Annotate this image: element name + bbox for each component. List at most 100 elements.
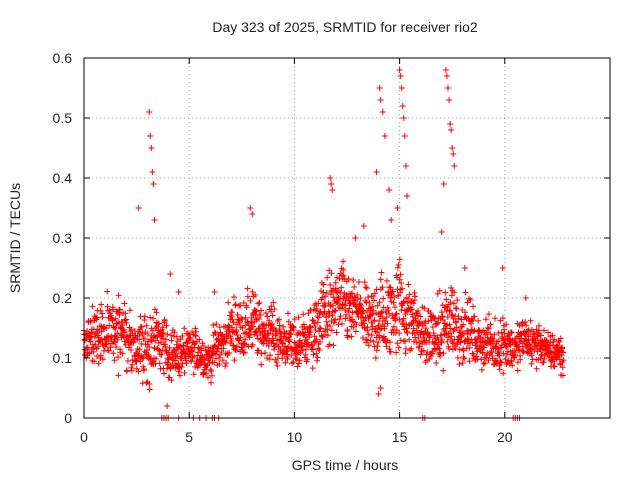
data-point bbox=[409, 311, 416, 318]
data-point bbox=[271, 306, 278, 313]
data-point bbox=[135, 368, 142, 375]
data-point bbox=[501, 339, 508, 346]
data-point bbox=[173, 333, 180, 340]
data-point bbox=[403, 328, 410, 335]
data-point bbox=[210, 322, 217, 329]
data-point bbox=[537, 332, 544, 339]
data-point bbox=[116, 306, 123, 313]
data-point bbox=[377, 97, 384, 103]
data-point bbox=[305, 334, 312, 341]
data-point bbox=[444, 85, 451, 91]
data-point bbox=[334, 300, 341, 307]
data-point bbox=[557, 335, 564, 342]
data-point bbox=[340, 272, 347, 279]
data-point bbox=[528, 352, 535, 359]
data-point bbox=[276, 322, 283, 329]
data-point bbox=[446, 330, 453, 337]
data-point bbox=[192, 325, 199, 332]
data-point bbox=[316, 324, 323, 331]
data-point bbox=[498, 344, 505, 351]
data-point bbox=[439, 336, 446, 343]
data-point bbox=[497, 317, 504, 324]
data-point bbox=[367, 307, 374, 314]
data-point bbox=[499, 315, 506, 322]
data-point bbox=[124, 357, 131, 364]
data-point bbox=[119, 350, 126, 357]
data-point bbox=[252, 328, 259, 335]
data-point bbox=[185, 330, 192, 337]
data-point bbox=[309, 346, 316, 353]
data-point bbox=[162, 347, 169, 354]
data-point bbox=[345, 275, 352, 282]
data-point bbox=[391, 323, 398, 330]
data-point bbox=[496, 348, 503, 355]
data-point bbox=[270, 299, 277, 306]
data-point bbox=[400, 115, 407, 121]
data-point bbox=[434, 290, 441, 297]
data-point bbox=[333, 329, 340, 336]
data-point bbox=[191, 353, 198, 360]
data-point bbox=[492, 315, 499, 322]
data-point bbox=[333, 274, 340, 281]
data-point bbox=[255, 347, 262, 354]
data-point bbox=[86, 349, 93, 356]
data-point bbox=[387, 339, 394, 346]
data-point bbox=[442, 289, 449, 296]
data-point bbox=[328, 327, 335, 334]
data-point bbox=[420, 330, 427, 337]
data-point bbox=[247, 297, 254, 304]
data-point bbox=[240, 299, 247, 306]
data-point bbox=[300, 331, 307, 338]
data-point bbox=[274, 318, 281, 325]
data-point bbox=[115, 372, 122, 379]
data-point bbox=[473, 353, 480, 360]
data-point bbox=[109, 316, 116, 323]
data-point bbox=[234, 311, 241, 318]
data-point bbox=[296, 357, 303, 364]
data-point bbox=[306, 324, 313, 331]
data-point bbox=[243, 304, 250, 311]
data-point bbox=[371, 290, 378, 297]
data-point bbox=[171, 329, 178, 336]
data-point bbox=[226, 349, 233, 356]
data-point bbox=[136, 346, 143, 353]
data-point bbox=[118, 318, 125, 325]
data-point bbox=[500, 370, 507, 377]
data-point bbox=[537, 355, 544, 362]
data-point bbox=[365, 331, 372, 338]
data-point bbox=[140, 354, 147, 361]
data-point bbox=[540, 359, 547, 366]
data-point bbox=[337, 295, 344, 302]
data-point bbox=[291, 316, 298, 323]
data-point bbox=[213, 321, 220, 328]
data-point bbox=[478, 356, 485, 363]
data-point bbox=[100, 347, 107, 354]
x-tick-label: 10 bbox=[287, 429, 303, 445]
data-point bbox=[383, 314, 390, 321]
data-point bbox=[397, 73, 404, 79]
data-point bbox=[230, 342, 237, 349]
data-point bbox=[285, 310, 292, 317]
data-point bbox=[461, 265, 468, 271]
data-point bbox=[270, 324, 277, 331]
data-point bbox=[121, 338, 128, 345]
data-point bbox=[265, 330, 272, 337]
data-point bbox=[158, 351, 165, 358]
data-point bbox=[362, 314, 369, 321]
data-point bbox=[458, 333, 465, 340]
data-point bbox=[533, 365, 540, 372]
data-point bbox=[413, 339, 420, 346]
data-point bbox=[98, 328, 105, 335]
data-point bbox=[502, 344, 509, 351]
data-point bbox=[459, 360, 466, 367]
data-point bbox=[257, 336, 264, 343]
data-point bbox=[159, 324, 166, 331]
data-point bbox=[452, 345, 459, 352]
data-point bbox=[311, 302, 318, 309]
data-point bbox=[314, 319, 321, 326]
data-point bbox=[447, 121, 454, 127]
data-point bbox=[378, 309, 385, 316]
data-point bbox=[554, 343, 561, 350]
data-point bbox=[141, 365, 148, 372]
data-point bbox=[89, 303, 96, 310]
